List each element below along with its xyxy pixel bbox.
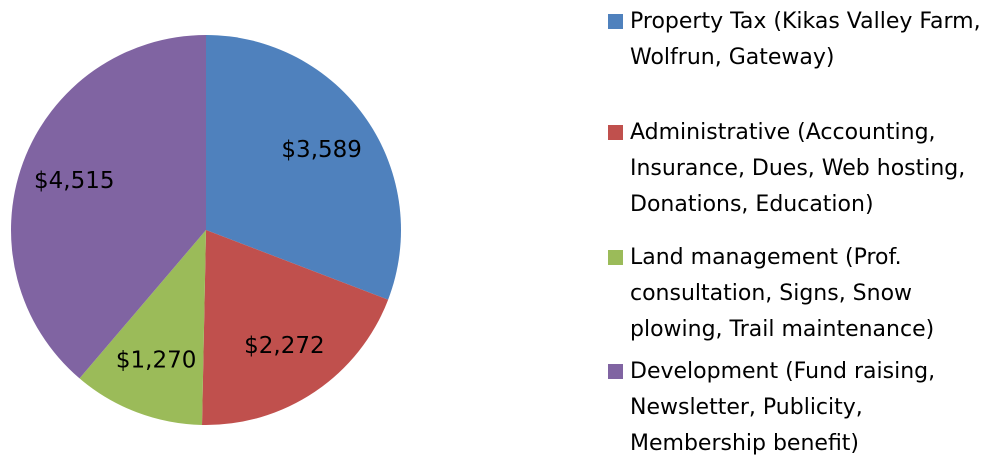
pie-slice (11, 35, 206, 379)
pie-slice (79, 230, 206, 425)
pie-slice (206, 35, 401, 300)
legend-label: Land management (Prof. consultation, Sig… (630, 245, 935, 342)
legend-label: Administrative (Accounting, Insurance, D… (630, 120, 966, 217)
slice-label: $1,270 (116, 348, 196, 374)
legend-label: Development (Fund raising, Newsletter, P… (630, 359, 936, 456)
legend-label: Property Tax (Kikas Valley Farm, Wolfrun… (630, 9, 981, 70)
legend-entry: Property Tax (Kikas Valley Farm, Wolfrun… (608, 4, 993, 76)
pie-slice (202, 230, 389, 425)
slice-label: $2,272 (244, 333, 324, 359)
slice-label: $3,589 (281, 137, 361, 163)
legend-entry: Land management (Prof. consultation, Sig… (608, 240, 993, 348)
legend-swatch (608, 364, 623, 379)
pie-area: $3,589 $2,272 $1,270 $4,515 (11, 35, 401, 425)
legend-swatch (608, 250, 623, 265)
legend-swatch (608, 125, 623, 140)
legend-entry: Development (Fund raising, Newsletter, P… (608, 354, 993, 462)
legend-swatch (608, 14, 623, 29)
legend-entry: Administrative (Accounting, Insurance, D… (608, 115, 993, 223)
slice-label: $4,515 (34, 168, 114, 194)
